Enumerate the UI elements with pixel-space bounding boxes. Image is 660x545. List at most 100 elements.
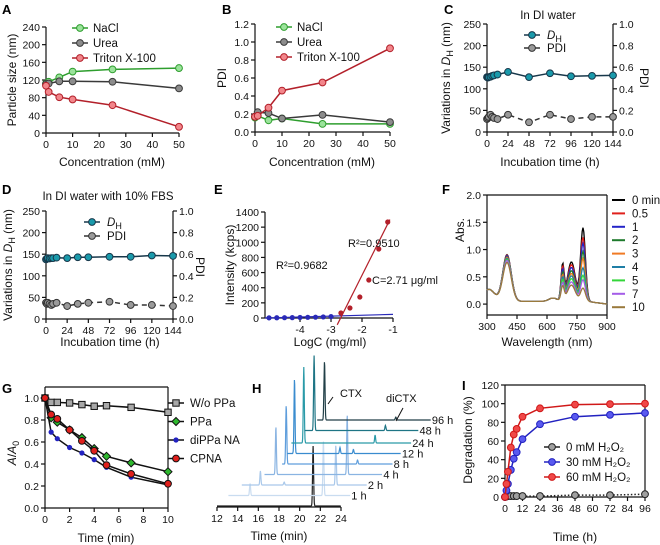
y-tick-label: 1.2 xyxy=(234,19,249,31)
data-point xyxy=(305,314,311,320)
data-point xyxy=(55,93,64,102)
data-point xyxy=(108,101,117,110)
x-tick-label: 48 xyxy=(569,503,581,515)
legend-label-var: D xyxy=(107,217,115,229)
data-point xyxy=(525,73,533,82)
data-point xyxy=(509,454,518,463)
chart-h: 12 14 16 18 20 22 24 1 h2 h4 h8 h12 h24 h48 h96… xyxy=(211,355,453,525)
legend-label: Triton X-100 xyxy=(93,53,156,65)
data-point xyxy=(127,403,135,412)
panel-label-h: H xyxy=(252,381,261,396)
y-tick-label: 2.0 xyxy=(466,190,481,202)
data-point xyxy=(101,451,112,462)
data-point xyxy=(385,219,391,225)
legend-label: 3 xyxy=(632,249,638,261)
y-tick-label: 100 xyxy=(463,84,481,96)
x-tick-label: 48 xyxy=(82,325,94,337)
data-point xyxy=(126,301,135,309)
x-tick-label: 24 xyxy=(335,513,347,525)
x-tick-label: 12 xyxy=(517,503,529,515)
data-point xyxy=(253,111,262,120)
x-tick-label: -4 xyxy=(295,324,304,336)
legend-label: CPNA xyxy=(190,454,222,466)
trace-label: 1 h xyxy=(351,491,366,503)
data-point xyxy=(289,315,295,321)
data-point xyxy=(102,402,111,410)
y-tick-label: 0 xyxy=(475,127,481,139)
y-tick-label: 0.6 xyxy=(234,73,249,85)
x-axis-label-h: Time (min) xyxy=(251,529,308,543)
x-tick-label: 120 xyxy=(143,325,161,337)
y2-axis-label-d: PDI xyxy=(193,257,207,277)
x-tick-label: 16 xyxy=(252,513,264,525)
data-point xyxy=(274,315,280,321)
data-point xyxy=(90,446,99,455)
y-axis-label-g: A/A0 xyxy=(5,441,21,466)
x-tick-label: 0 xyxy=(42,514,48,526)
legend-label: 4 xyxy=(632,262,639,274)
legend-label: 30 mM H₂O₂ xyxy=(566,457,631,469)
y2-tick-label: 0.4 xyxy=(619,84,634,96)
data-point xyxy=(47,410,56,419)
x-tick-label: 10 xyxy=(276,138,288,150)
x-tick-label: 300 xyxy=(478,321,496,333)
x-axis-label-b: Concentration (mM) xyxy=(269,155,375,169)
spectrum-line xyxy=(486,240,608,305)
data-point xyxy=(63,302,72,310)
data-point xyxy=(641,409,649,417)
legend-marker xyxy=(76,39,84,47)
panel-label-f: F xyxy=(442,182,450,197)
data-point xyxy=(108,77,117,86)
data-point xyxy=(512,448,521,457)
data-point xyxy=(84,298,93,307)
x-tick-label: -1 xyxy=(388,324,397,336)
y-axis-label-d: Variations in DH (nm) xyxy=(1,209,17,321)
data-point xyxy=(55,77,64,86)
x-tick-label: 2 xyxy=(67,514,73,526)
y-axis-label-c: Variations in DH (nm) xyxy=(439,22,455,134)
data-point xyxy=(278,114,286,123)
y-label-var: D xyxy=(1,243,15,252)
series-line xyxy=(44,397,169,485)
data-point xyxy=(504,110,512,119)
y-tick-label: 0.2 xyxy=(24,481,39,493)
data-point xyxy=(366,277,372,283)
data-point xyxy=(567,72,575,81)
data-point xyxy=(536,492,544,500)
data-point xyxy=(641,490,649,499)
y-tick-label: 1.5 xyxy=(466,217,481,229)
x-tick-label: 10 xyxy=(162,514,174,526)
data-point xyxy=(52,253,61,262)
data-point xyxy=(518,412,527,421)
y-tick-label: 40 xyxy=(28,110,40,122)
series-line xyxy=(504,412,646,498)
y-tick-label: 0.5 xyxy=(466,272,481,284)
fit-line xyxy=(336,219,391,326)
y-axis-label-e: Intensity (kcps) xyxy=(223,225,237,306)
x-tick-label: 50 xyxy=(384,138,396,150)
y-label-text: Variations in xyxy=(439,65,453,133)
x-tick-label: 0 xyxy=(502,503,508,515)
y2-tick-label: 1.0 xyxy=(179,206,194,218)
y-axis-label-f: Abs. xyxy=(453,218,467,242)
chromatogram-trace xyxy=(241,445,367,486)
data-point xyxy=(641,399,649,408)
data-point xyxy=(147,251,156,260)
x-axis-label-g: Time (min) xyxy=(78,531,135,545)
y2-tick-label: 0.6 xyxy=(179,249,194,261)
y-tick-label: 0.4 xyxy=(24,459,39,471)
x-tick-label: 20 xyxy=(93,139,105,151)
data-point xyxy=(108,65,117,74)
data-point xyxy=(518,492,527,500)
y-tick-label: 0.2 xyxy=(234,109,249,121)
y2-tick-label: 0.6 xyxy=(619,62,634,74)
chromatogram-trace xyxy=(264,415,382,476)
legend-label: W/o PPa xyxy=(190,398,236,410)
y-tick-label: 400 xyxy=(241,283,259,295)
x-tick-label: 40 xyxy=(147,139,159,151)
data-point xyxy=(126,458,136,468)
x-tick-label: 96 xyxy=(639,503,651,515)
data-point xyxy=(567,115,575,123)
data-point xyxy=(147,301,156,309)
x-tick-label: 72 xyxy=(604,503,616,515)
